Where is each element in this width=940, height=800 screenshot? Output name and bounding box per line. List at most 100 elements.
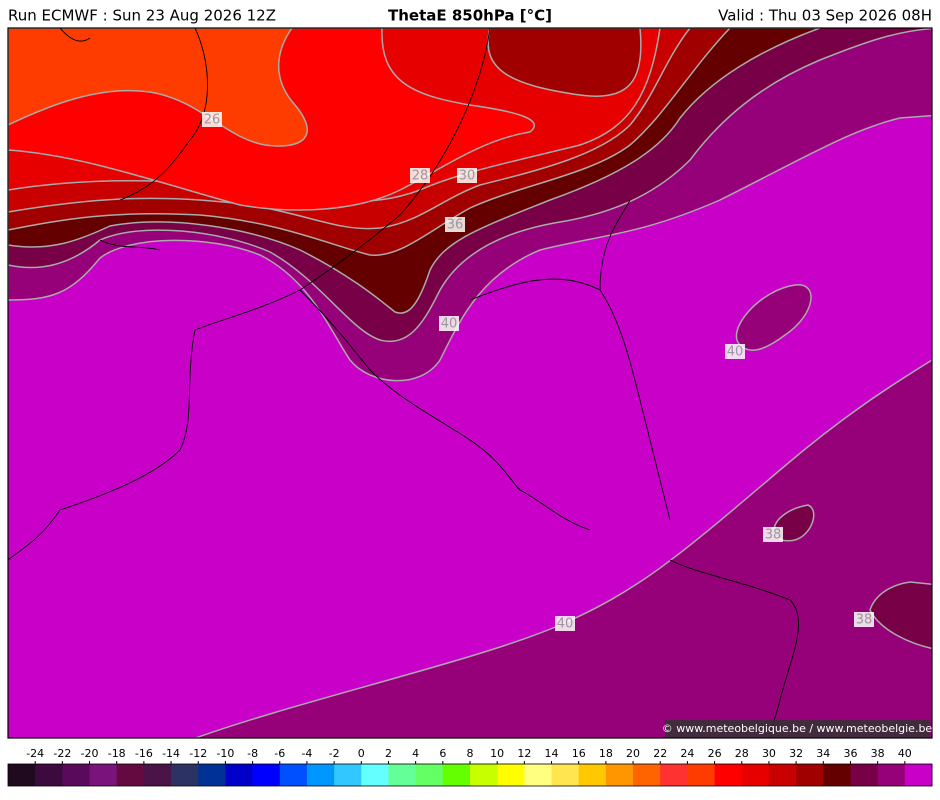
- credit-box: [665, 720, 930, 737]
- colorbar-tick-label: -6: [274, 747, 285, 760]
- colorbar-cell: [198, 764, 226, 786]
- contour-region: [487, 28, 642, 97]
- colorbar-tick-label: 8: [467, 747, 474, 760]
- colorbar-tick-label: -18: [108, 747, 126, 760]
- colorbar-cell: [470, 764, 498, 786]
- contour-region: [8, 28, 308, 147]
- colorbar-cell: [768, 764, 797, 786]
- colorbar-tick-label: 18: [599, 747, 613, 760]
- colorbar-tick-label: 20: [626, 747, 640, 760]
- contour-label: 40: [441, 317, 458, 332]
- coastline: [8, 28, 491, 561]
- colorbar-cell: [252, 764, 281, 786]
- colorbar-tick-label: -2: [329, 747, 340, 760]
- colorbar-tick-label: -10: [216, 747, 234, 760]
- colorbar-cell: [388, 764, 417, 786]
- contour-label: 36: [447, 218, 464, 233]
- colorbar-cell: [823, 764, 851, 786]
- colorbar-cell: [660, 764, 688, 786]
- contour-label: 28: [412, 169, 429, 184]
- contour-label-box: [445, 217, 465, 232]
- credit: © www.meteobelgique.be / www.meteobelgie…: [662, 722, 933, 735]
- colorbar-cell: [415, 764, 444, 786]
- colorbar-cell: [714, 764, 743, 786]
- colorbar-tick-label: 32: [789, 747, 803, 760]
- colorbar-cell: [497, 764, 525, 786]
- colorbar-cell: [741, 764, 770, 786]
- contour-region: [735, 284, 812, 351]
- colorbar-tick-label: 38: [871, 747, 885, 760]
- colorbar-cell: [89, 764, 118, 786]
- colorbar-cell: [578, 764, 607, 786]
- colorbar-cell: [334, 764, 362, 786]
- contour-label: 30: [459, 169, 476, 184]
- contour-label-box: [202, 112, 222, 127]
- colorbar-tick-label: -8: [247, 747, 258, 760]
- colorbar-cell: [551, 764, 580, 786]
- colorbar-cell: [442, 764, 471, 786]
- colorbar-tick-label: 36: [843, 747, 857, 760]
- colorbar-cell: [8, 764, 36, 786]
- colorbar-tick-label: 10: [490, 747, 504, 760]
- colorbar-tick-label: 2: [385, 747, 392, 760]
- contour-label-box: [763, 527, 783, 542]
- colorbar-tick-label: -12: [189, 747, 207, 760]
- colorbar-cell: [633, 764, 661, 786]
- colorbar-tick-label: 14: [545, 747, 559, 760]
- contour-label: 40: [727, 345, 744, 360]
- colorbar-tick-label: -4: [301, 747, 312, 760]
- colorbar-tick-label: 16: [572, 747, 586, 760]
- colorbar-tick-label: 12: [517, 747, 531, 760]
- colorbar-tick-label: 6: [439, 747, 446, 760]
- colorbar-tick-label: -24: [26, 747, 44, 760]
- colorbar-tick-label: -20: [81, 747, 99, 760]
- contour-label-box: [725, 344, 745, 359]
- colorbar-cell: [143, 764, 172, 786]
- colorbar-cell: [116, 764, 145, 786]
- contour-label-box: [410, 168, 430, 183]
- colorbar-tick-label: 30: [762, 747, 776, 760]
- contour-label-box: [439, 316, 459, 331]
- colorbar-cell: [877, 764, 906, 786]
- colorbar-cell: [62, 764, 91, 786]
- colorbar-cell: [687, 764, 716, 786]
- contour-label: 26: [204, 113, 221, 128]
- colorbar-tick-label: 34: [816, 747, 830, 760]
- colorbar-cell: [850, 764, 879, 786]
- map-frame: [7, 27, 933, 739]
- colorbar-tick-label: 24: [680, 747, 694, 760]
- colorbar-tick-label: 4: [412, 747, 419, 760]
- contour-label: 38: [765, 528, 782, 543]
- contour-label: 38: [856, 613, 873, 628]
- colorbar-cell: [904, 764, 933, 786]
- contour-region: [193, 359, 932, 738]
- colorbar-cell: [361, 764, 389, 786]
- contour-label-box: [555, 616, 575, 631]
- colorbar-cell: [279, 764, 308, 786]
- contour-label: 40: [557, 617, 574, 632]
- colorbar-cell: [35, 764, 63, 786]
- colorbar-cell: [605, 764, 634, 786]
- run-info: Run ECMWF : Sun 23 Aug 2026 12Z: [8, 7, 276, 25]
- map: [8, 28, 932, 738]
- colorbar-tick-label: 26: [708, 747, 722, 760]
- colorbar-tick-label: -16: [135, 747, 153, 760]
- colorbar-tick-label: 28: [735, 747, 749, 760]
- colorbar-tick-label: 40: [898, 747, 912, 760]
- colorbar-cell: [171, 764, 199, 786]
- contour-region: [869, 581, 932, 650]
- contour-label-box: [457, 168, 477, 183]
- colorbar-tick-label: -22: [53, 747, 71, 760]
- colorbar-cell: [524, 764, 553, 786]
- valid-info: Valid : Thu 03 Sep 2026 08H: [718, 7, 932, 25]
- contour-label-box: [854, 612, 874, 627]
- colorbar-tick-label: 22: [653, 747, 667, 760]
- colorbar-cell: [225, 764, 254, 786]
- border: [299, 199, 799, 738]
- map-title: ThetaE 850hPa [°C]: [388, 7, 552, 25]
- colorbar-cell: [796, 764, 824, 786]
- colorbar-cell: [306, 764, 335, 786]
- colorbar-tick-label: 0: [358, 747, 365, 760]
- colorbar-tick-label: -14: [162, 747, 180, 760]
